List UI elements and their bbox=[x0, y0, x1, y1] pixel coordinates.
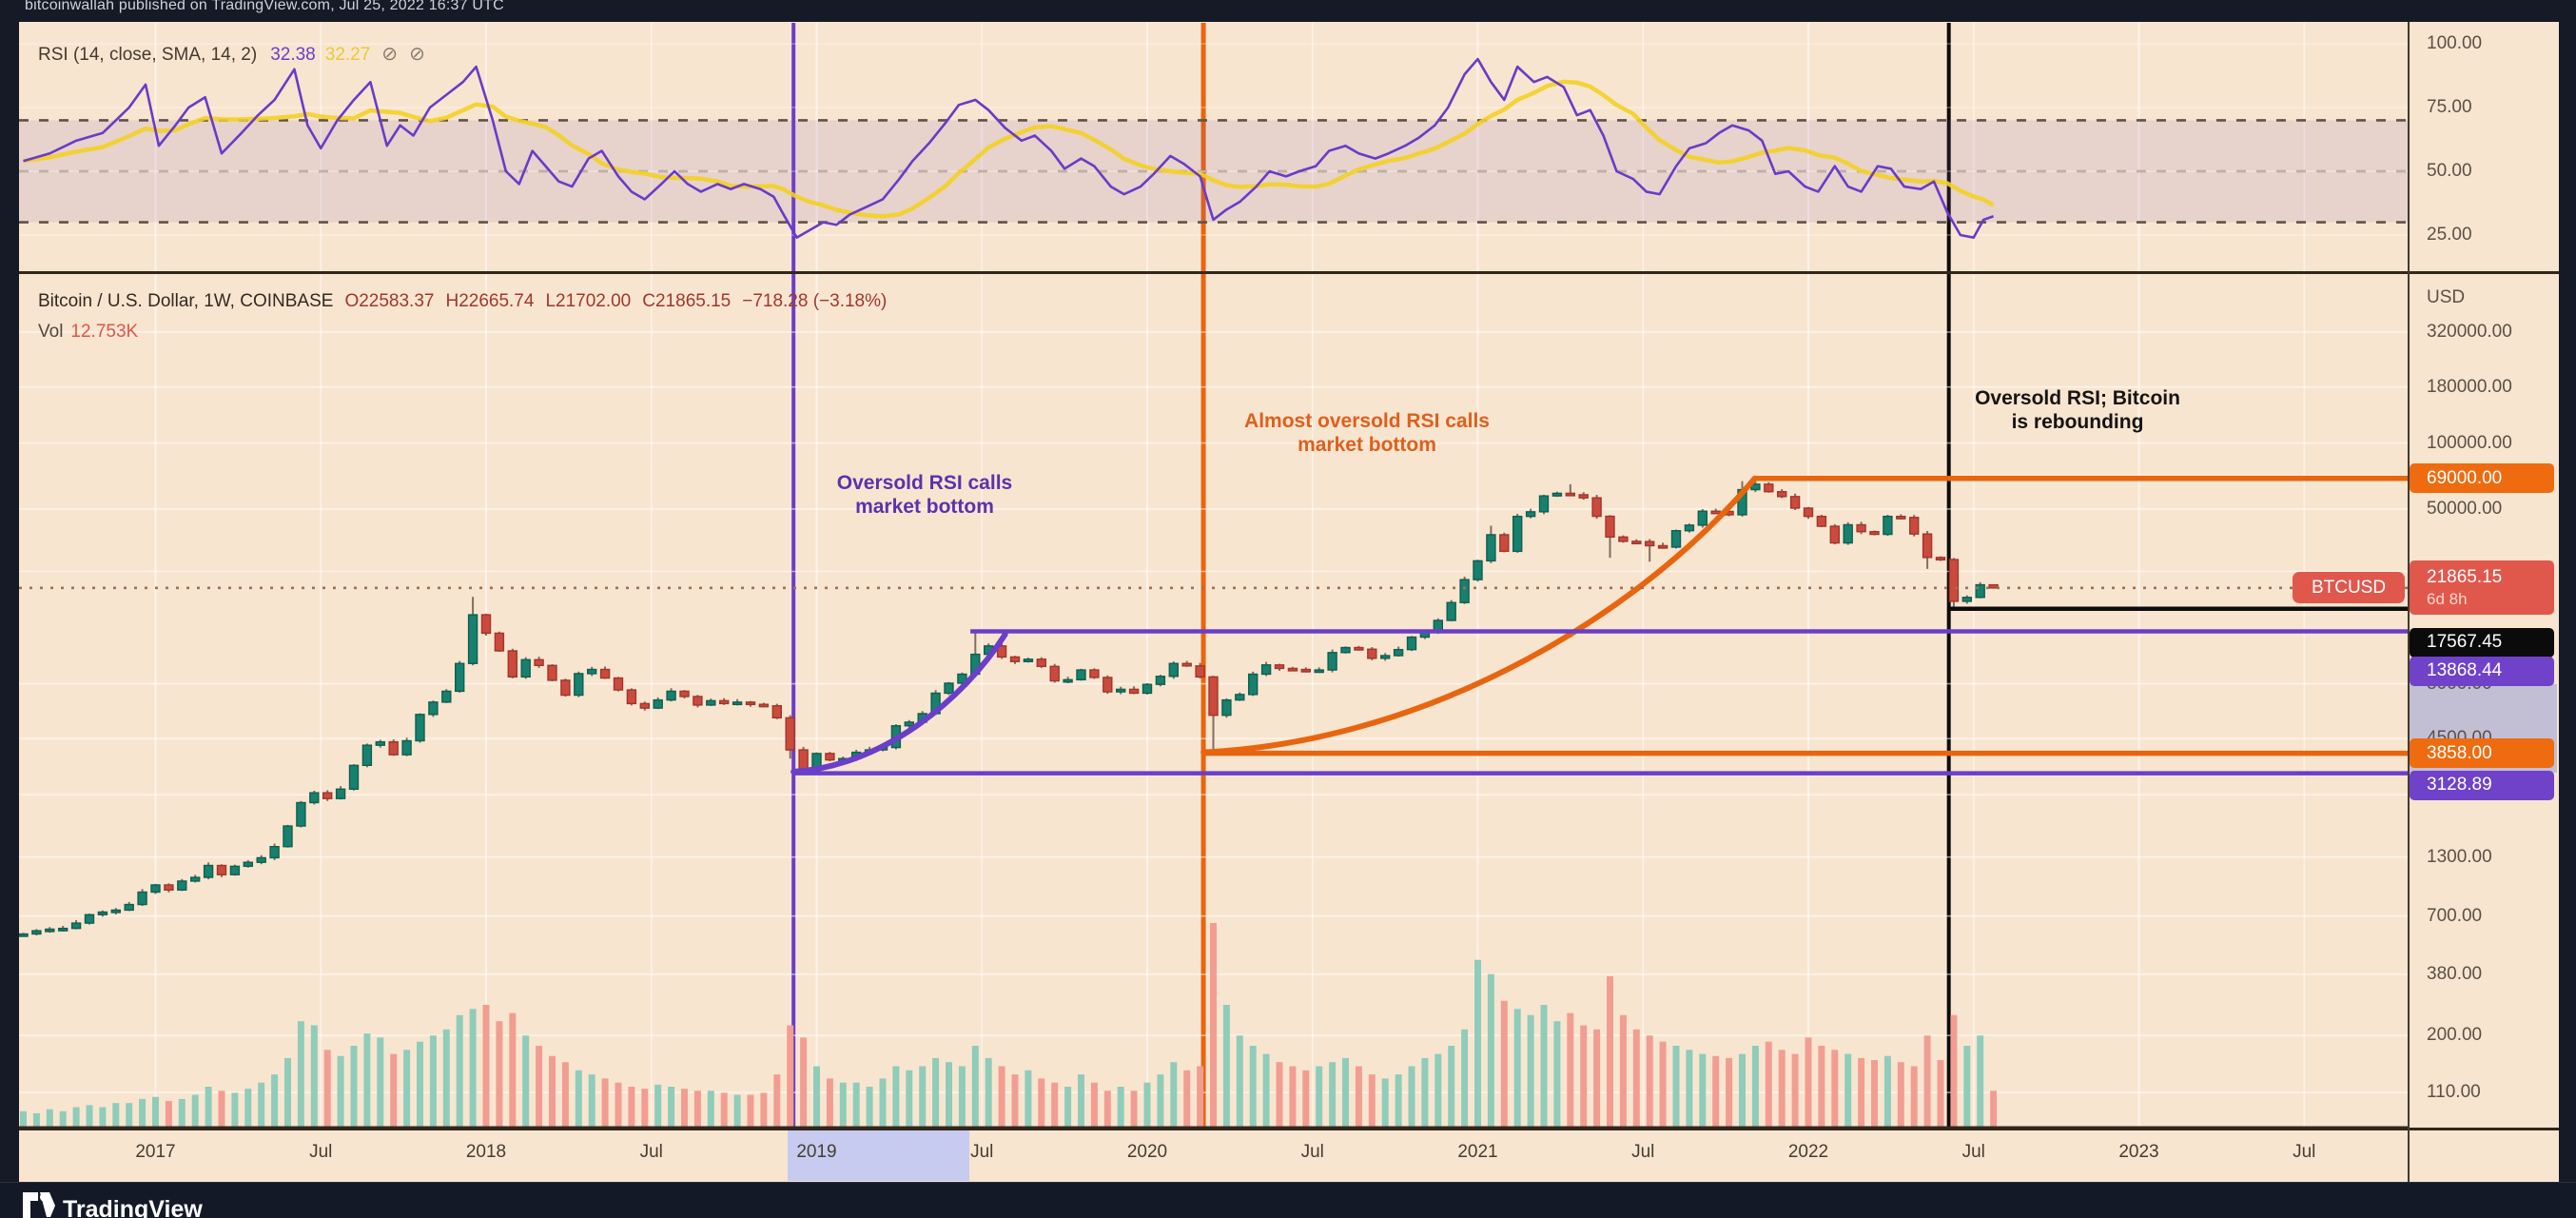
price-scale-divider[interactable] bbox=[2408, 22, 2410, 1182]
hide-indicator-icon[interactable]: ⊘ bbox=[381, 44, 399, 65]
annotation-line: Almost oversold RSI calls bbox=[1244, 410, 1490, 432]
time-scale-label-2019: 2019 bbox=[796, 1142, 837, 1162]
annotation-oversold-2022[interactable]: Oversold RSI; Bitcoin is rebounding bbox=[1975, 386, 2180, 434]
tradingview-logo-text[interactable]: TradingView bbox=[63, 1196, 203, 1218]
price-scale-tick: 110.00 bbox=[2427, 1082, 2481, 1103]
time-scale-label-2017: 2017 bbox=[135, 1142, 176, 1162]
rsi-scale-tick: 100.00 bbox=[2427, 33, 2483, 53]
price-scale-tick: 320000.00 bbox=[2427, 322, 2512, 342]
hide-sma-icon[interactable]: ⊘ bbox=[409, 44, 425, 65]
price-scale-tick: 380.00 bbox=[2427, 963, 2483, 984]
price-badge-21865.15[interactable]: 21865.15 6d 8h bbox=[2410, 560, 2554, 616]
ohlc-high: H22665.74 bbox=[445, 291, 535, 311]
attribution-text: bitcoinwallah published on TradingView.c… bbox=[25, 0, 504, 13]
ohlc-open: O22583.37 bbox=[344, 291, 435, 311]
rsi-scale-tick: 50.00 bbox=[2427, 161, 2472, 181]
time-scale-label-Jul: Jul bbox=[639, 1142, 663, 1162]
time-scale-label-2018: 2018 bbox=[465, 1142, 507, 1162]
annotation-line: is rebounding bbox=[2011, 411, 2144, 433]
price-badge-13868.44[interactable]: 13868.44 bbox=[2410, 656, 2554, 686]
price-badge-value: 3128.89 bbox=[2427, 775, 2492, 795]
time-scale-label-Jul: Jul bbox=[1300, 1142, 1324, 1162]
time-scale-label-Jul: Jul bbox=[970, 1142, 994, 1162]
annotation-line: Oversold RSI calls bbox=[836, 472, 1013, 494]
price-badge-3858.00[interactable]: 3858.00 bbox=[2410, 738, 2554, 769]
rsi-scale-tick: 75.00 bbox=[2427, 97, 2472, 117]
price-badge-value: 13868.44 bbox=[2427, 660, 2503, 680]
price-badge-value: 3858.00 bbox=[2427, 742, 2492, 763]
price-badge-value: 69000.00 bbox=[2427, 467, 2503, 488]
time-scale-label-Jul: Jul bbox=[1961, 1142, 1985, 1162]
price-badge-17567.45[interactable]: 17567.45 bbox=[2410, 627, 2554, 658]
volume-value: 12.753K bbox=[70, 322, 139, 342]
time-scale-label-2023: 2023 bbox=[2118, 1142, 2159, 1162]
rsi-sma-value: 32.27 bbox=[324, 45, 371, 65]
rsi-pane-divider[interactable] bbox=[19, 271, 2559, 274]
price-badge-69000.00[interactable]: 69000.00 bbox=[2410, 463, 2554, 494]
volume-header[interactable]: Vol 12.753K bbox=[38, 322, 138, 343]
time-scale-label-Jul: Jul bbox=[1631, 1142, 1655, 1162]
annotation-almost-oversold-2020[interactable]: Almost oversold RSI calls market bottom bbox=[1244, 409, 1490, 457]
price-scale-tick: 200.00 bbox=[2427, 1025, 2483, 1046]
ohlc-change: −718.28 (−3.18%) bbox=[742, 291, 888, 311]
time-scale-label-Jul: Jul bbox=[2293, 1142, 2316, 1162]
symbol-price-label-badge[interactable]: BTCUSD bbox=[2293, 572, 2405, 603]
time-scale-label-2020: 2020 bbox=[1126, 1142, 1168, 1162]
price-badge-value: 21865.15 bbox=[2427, 566, 2503, 587]
price-scale-tick: 1300.00 bbox=[2427, 846, 2492, 867]
price-scale-tick: 700.00 bbox=[2427, 905, 2483, 926]
ohlc-low: L21702.00 bbox=[545, 291, 632, 311]
annotation-line: Oversold RSI; Bitcoin bbox=[1975, 387, 2180, 409]
rsi-scale-tick: 25.00 bbox=[2427, 225, 2472, 245]
price-scale-currency: USD bbox=[2427, 287, 2466, 307]
rsi-indicator-header[interactable]: RSI (14, close, SMA, 14, 2) 32.38 32.27 ⊘ ⊘ bbox=[38, 42, 425, 66]
symbol-header[interactable]: Bitcoin / U.S. Dollar, 1W, COINBASE O2258… bbox=[38, 291, 887, 312]
time-axis-divider bbox=[19, 1128, 2559, 1130]
time-scale-selection-highlight bbox=[788, 1130, 969, 1181]
time-scale-label-Jul: Jul bbox=[309, 1142, 333, 1162]
annotation-oversold-2018[interactable]: Oversold RSI calls market bottom bbox=[837, 471, 1012, 519]
annotation-line: market bottom bbox=[855, 496, 994, 518]
chart-background bbox=[19, 22, 2559, 1182]
rsi-value: 32.38 bbox=[270, 45, 316, 65]
footer-bar: TradingView bbox=[0, 1182, 2576, 1218]
time-scale-label-2022: 2022 bbox=[1787, 1142, 1829, 1162]
price-scale-tick: 100000.00 bbox=[2427, 432, 2512, 453]
volume-label: Vol bbox=[38, 322, 64, 342]
price-scale-tick: 180000.00 bbox=[2427, 376, 2512, 397]
rsi-indicator-title: RSI (14, close, SMA, 14, 2) bbox=[38, 45, 258, 65]
price-badge-3128.89[interactable]: 3128.89 bbox=[2410, 770, 2554, 800]
symbol-title: Bitcoin / U.S. Dollar, 1W, COINBASE bbox=[38, 291, 334, 311]
time-scale-label-2021: 2021 bbox=[1457, 1142, 1498, 1162]
tradingview-logo-icon[interactable] bbox=[21, 1190, 59, 1218]
price-scale-tick: 50000.00 bbox=[2427, 498, 2503, 519]
bar-countdown: 6d 8h bbox=[2427, 589, 2468, 608]
annotation-line: market bottom bbox=[1298, 434, 1436, 456]
price-badge-value: 17567.45 bbox=[2427, 632, 2503, 652]
ohlc-close: C21865.15 bbox=[642, 291, 732, 311]
